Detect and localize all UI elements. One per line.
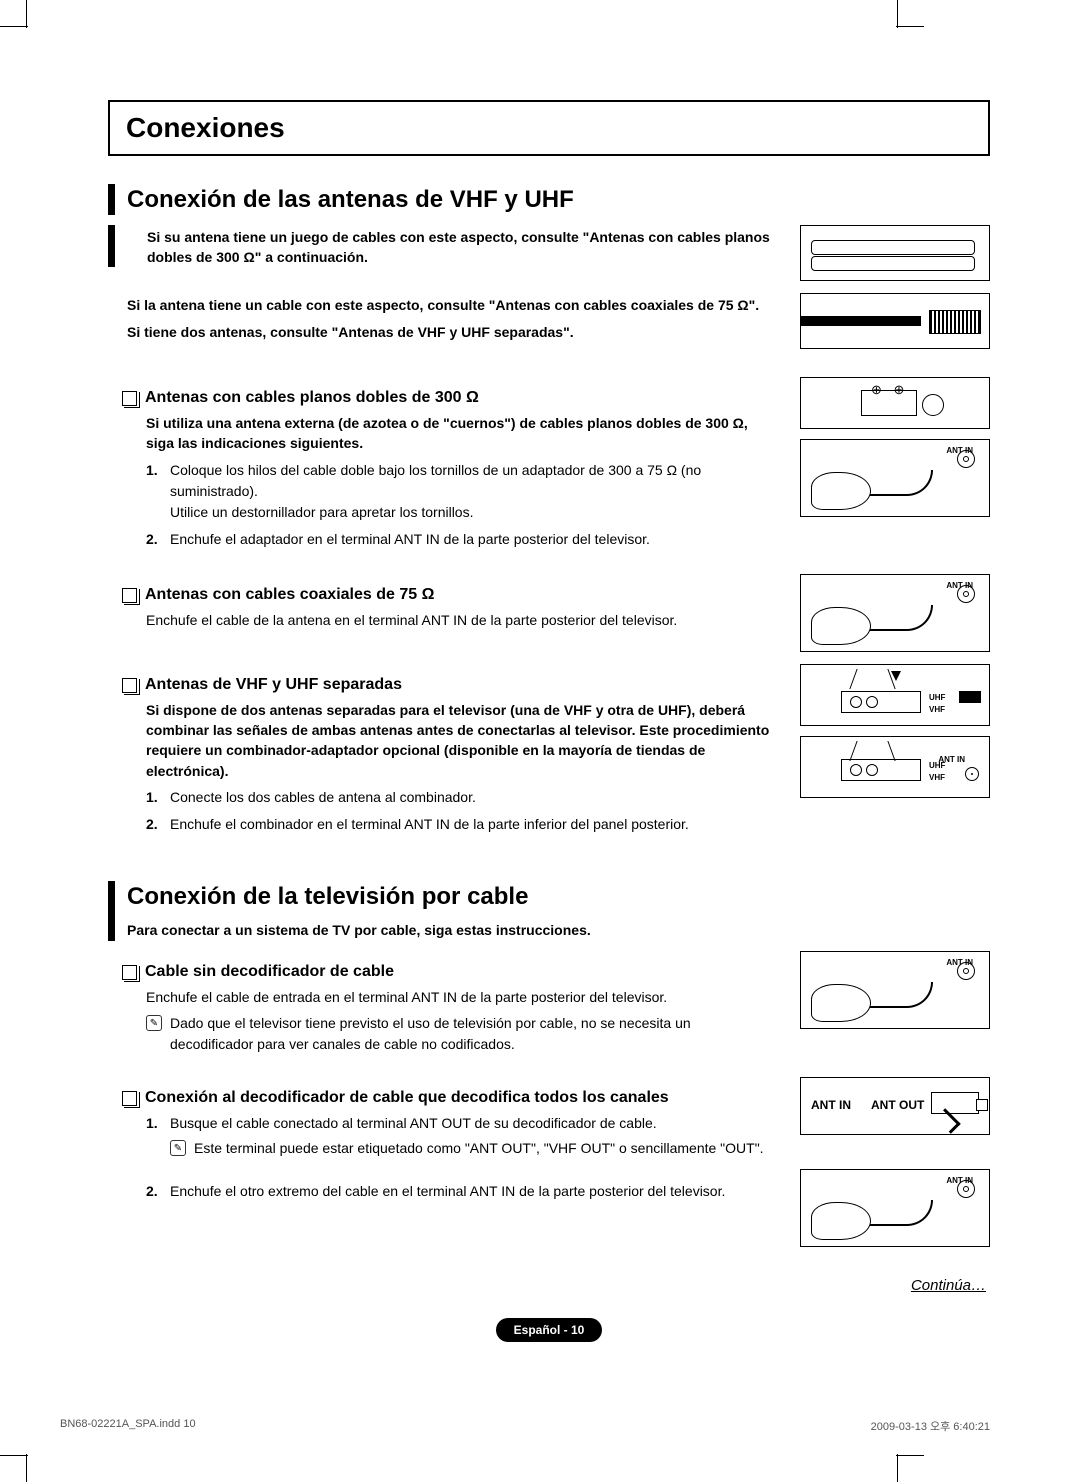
bullet-icon bbox=[122, 391, 137, 406]
sub3-step1: Conecte los dos cables de antena al comb… bbox=[170, 787, 476, 808]
sub22-subnote: ✎ Este terminal puede estar etiquetado c… bbox=[170, 1138, 776, 1159]
sub1-row: Antenas con cables planos dobles de 300 … bbox=[108, 377, 990, 556]
sub3-head: Antenas de VHF y UHF separadas bbox=[122, 676, 776, 694]
intro2a-text: Si la antena tiene un cable con este asp… bbox=[127, 293, 776, 316]
footer: BN68-02221A_SPA.indd 10 2009-03-13 오후 6:… bbox=[60, 1418, 990, 1434]
antin-label: ANT IN bbox=[938, 755, 965, 764]
sub3-lead: Si dispone de dos antenas separadas para… bbox=[146, 700, 776, 781]
diagram-plug-coax: ANT IN bbox=[800, 574, 990, 652]
sub21-title: Cable sin decodificador de cable bbox=[145, 963, 394, 981]
sub1-title: Antenas con cables planos dobles de 300 … bbox=[145, 389, 479, 407]
main-title: Conexiones bbox=[126, 112, 972, 144]
heading-bar bbox=[108, 184, 115, 215]
bullet-icon bbox=[122, 965, 137, 980]
sub1-step2: Enchufe el adaptador en el terminal ANT … bbox=[170, 529, 650, 550]
main-title-box: Conexiones bbox=[108, 100, 990, 156]
sub21-note-text: Dado que el televisor tiene previsto el … bbox=[170, 1013, 776, 1055]
bullet-icon bbox=[122, 1091, 137, 1106]
vhf-label: VHF bbox=[929, 773, 945, 782]
sub22-head: Conexión al decodificador de cable que d… bbox=[122, 1089, 776, 1107]
sub21: Cable sin decodificador de cable Enchufe… bbox=[122, 963, 776, 1055]
diagram-combiner-antin: UHF VHF ANT IN bbox=[800, 736, 990, 798]
sub22-step1: Busque el cable conectado al terminal AN… bbox=[170, 1115, 657, 1131]
sub21-head: Cable sin decodificador de cable bbox=[122, 963, 776, 981]
sub1: Antenas con cables planos dobles de 300 … bbox=[122, 389, 776, 550]
footer-left: BN68-02221A_SPA.indd 10 bbox=[60, 1418, 196, 1434]
sub3-row: Antenas de VHF y UHF separadas Si dispon… bbox=[108, 664, 990, 841]
sub3-step2: Enchufe el combinador en el terminal ANT… bbox=[170, 814, 689, 835]
sub2-body: Enchufe el cable de la antena en el term… bbox=[146, 610, 776, 630]
sub22-subnote-text: Este terminal puede estar etiquetado com… bbox=[194, 1138, 764, 1159]
sub2-row: Antenas con cables coaxiales de 75 Ω Enc… bbox=[108, 574, 990, 652]
diagram-decoder-box: ANT IN ANT OUT bbox=[800, 1077, 990, 1135]
sub21-row: Cable sin decodificador de cable Enchufe… bbox=[108, 951, 990, 1059]
section2-heading: Conexión de la televisión por cable Para… bbox=[108, 881, 990, 941]
antout-label: ANT OUT bbox=[871, 1098, 924, 1112]
sub21-body: Enchufe el cable de entrada en el termin… bbox=[146, 987, 776, 1007]
sub22-row: Conexión al decodificador de cable que d… bbox=[108, 1077, 990, 1247]
section1-heading: Conexión de las antenas de VHF y UHF bbox=[108, 184, 990, 215]
diagram-cable-noBox: ANT IN bbox=[800, 951, 990, 1029]
sub22-step2: Enchufe el otro extremo del cable en el … bbox=[170, 1181, 725, 1202]
intro-bar bbox=[108, 225, 115, 267]
sub22-steps: 1. Busque el cable conectado al terminal… bbox=[146, 1113, 776, 1202]
continua: Continúa… bbox=[108, 1277, 990, 1294]
section1-title: Conexión de las antenas de VHF y UHF bbox=[127, 184, 990, 215]
intro-row-2: Si la antena tiene un cable con este asp… bbox=[108, 293, 990, 349]
intro1-text: Si su antena tiene un juego de cables co… bbox=[147, 225, 776, 267]
diagram-decoder-antin: ANT IN bbox=[800, 1169, 990, 1247]
diagram-plug-adapter: ANT IN bbox=[800, 439, 990, 517]
sub3-title: Antenas de VHF y UHF separadas bbox=[145, 676, 402, 694]
section2-intro: Para conectar a un sistema de TV por cab… bbox=[127, 918, 990, 941]
vhf-label: VHF bbox=[929, 705, 945, 714]
bullet-icon bbox=[122, 588, 137, 603]
sub22-title: Conexión al decodificador de cable que d… bbox=[145, 1089, 669, 1107]
sub1-lead: Si utiliza una antena externa (de azotea… bbox=[146, 413, 776, 454]
sub1-head: Antenas con cables planos dobles de 300 … bbox=[122, 389, 776, 407]
heading-bar bbox=[108, 881, 115, 941]
sub2-title: Antenas con cables coaxiales de 75 Ω bbox=[145, 586, 434, 604]
note-icon: ✎ bbox=[146, 1015, 162, 1031]
sub2: Antenas con cables coaxiales de 75 Ω Enc… bbox=[122, 586, 776, 630]
section2-title: Conexión de la televisión por cable bbox=[127, 881, 990, 912]
bullet-icon bbox=[122, 678, 137, 693]
sub3-steps: 1.Conecte los dos cables de antena al co… bbox=[146, 787, 776, 835]
sub1-step1: Coloque los hilos del cable doble bajo l… bbox=[170, 460, 776, 523]
page-badge: Español - 10 bbox=[496, 1318, 603, 1342]
antin-label: ANT IN bbox=[811, 1098, 851, 1112]
intro2b-text: Si tiene dos antenas, consulte "Antenas … bbox=[127, 320, 776, 343]
diagram-flat-wire bbox=[800, 225, 990, 281]
note-icon: ✎ bbox=[170, 1140, 186, 1156]
diagram-combiner: UHF VHF bbox=[800, 664, 990, 726]
intro-row-1: Si su antena tiene un juego de cables co… bbox=[108, 225, 990, 281]
diagram-coax bbox=[800, 293, 990, 349]
diagram-adapter: ⊕ ⊕ bbox=[800, 377, 990, 429]
sub22: Conexión al decodificador de cable que d… bbox=[122, 1089, 776, 1202]
sub3: Antenas de VHF y UHF separadas Si dispon… bbox=[122, 676, 776, 835]
sub1-steps: 1.Coloque los hilos del cable doble bajo… bbox=[146, 460, 776, 550]
sub2-head: Antenas con cables coaxiales de 75 Ω bbox=[122, 586, 776, 604]
uhf-label: UHF bbox=[929, 693, 945, 702]
sub21-note: ✎ Dado que el televisor tiene previsto e… bbox=[146, 1013, 776, 1055]
page-badge-wrap: Español - 10 bbox=[108, 1318, 990, 1342]
footer-right: 2009-03-13 오후 6:40:21 bbox=[871, 1418, 990, 1434]
